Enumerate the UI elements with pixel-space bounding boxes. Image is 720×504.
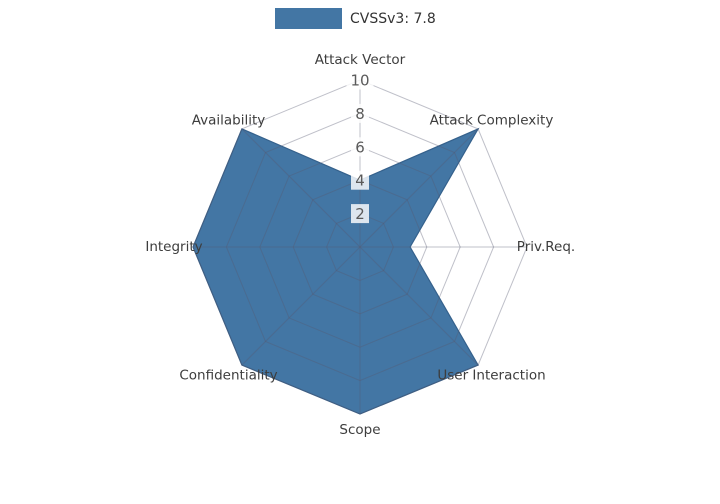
legend-label: CVSSv3: 7.8 <box>350 10 436 27</box>
radial-tick-label-2: 2 <box>355 205 365 223</box>
radial-tick-bg-6 <box>351 137 369 157</box>
category-label-confidentiality: Confidentiality <box>179 367 277 383</box>
radial-tick-label-8: 8 <box>355 105 365 123</box>
radial-tick-label-10: 10 <box>350 72 369 90</box>
radial-tick-label-6: 6 <box>355 138 365 156</box>
grid-ring-10 <box>192 79 528 415</box>
category-label-integrity: Integrity <box>145 239 202 255</box>
radial-tick-bg-8 <box>351 103 369 123</box>
radial-tick-bg-10 <box>346 70 374 90</box>
grid-ring-8 <box>225 112 495 382</box>
data-polygon-cvssv3 <box>192 127 480 415</box>
category-label-attack-vector: Attack Vector <box>315 52 406 68</box>
category-label-user-interaction: User Interaction <box>437 367 545 383</box>
category-label-attack-complexity: Attack Complexity <box>430 113 554 129</box>
legend-swatch <box>275 8 342 29</box>
axis-spoke-3 <box>359 246 479 366</box>
category-label-priv-req-: Priv.Req. <box>517 239 575 255</box>
grid-ring-6 <box>259 146 461 348</box>
legend: CVSSv3: 7.8 <box>275 8 436 29</box>
radial-tick-label-4: 4 <box>355 172 365 190</box>
category-label-availability: Availability <box>192 113 266 129</box>
radial-tick-bg-2 <box>351 204 369 224</box>
grid-ring-4 <box>292 179 428 315</box>
axis-spoke-1 <box>359 128 479 248</box>
grid-ring-2 <box>326 213 394 281</box>
axis-spoke-5 <box>241 246 361 366</box>
category-label-scope: Scope <box>339 422 380 438</box>
radial-tick-bg-4 <box>351 170 369 190</box>
axis-spoke-7 <box>241 128 361 248</box>
